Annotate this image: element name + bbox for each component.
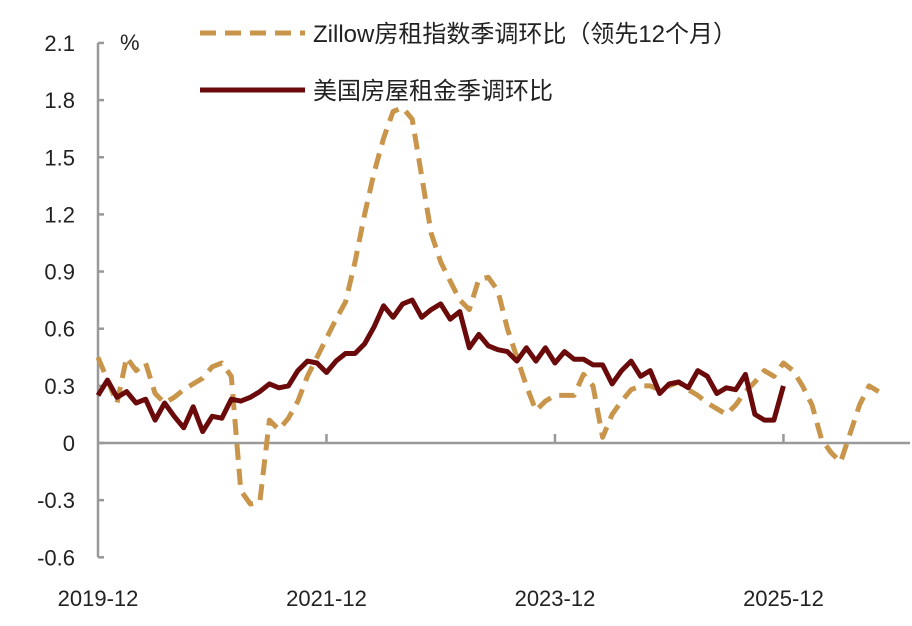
y-tick-label: 0: [63, 431, 75, 456]
y-tick-label: 1.5: [44, 145, 75, 170]
y-tick-label: -0.3: [37, 488, 75, 513]
x-tick-label: 2023-12: [515, 586, 596, 611]
series-line-rent: [95, 297, 786, 435]
y-tick-label: 0.3: [44, 374, 75, 399]
legend-label-rent: 美国房屋租金季调环比: [313, 78, 553, 105]
y-tick-label: 1.8: [44, 88, 75, 113]
series-line-zillow: [95, 105, 880, 507]
y-tick-label: 1.2: [44, 202, 75, 227]
y-tick-label: 0.9: [44, 260, 75, 285]
legend-label-zillow: Zillow房租指数季调环比（领先12个月）: [313, 21, 737, 48]
y-tick-label: 2.1: [44, 31, 75, 56]
y-unit-label: %: [120, 30, 140, 55]
x-tick-label: 2021-12: [286, 586, 367, 611]
x-tick-label: 2025-12: [743, 586, 824, 611]
x-tick-label: 2019-12: [58, 586, 139, 611]
y-tick-label: -0.6: [37, 545, 75, 570]
y-tick-label: 0.6: [44, 317, 75, 342]
